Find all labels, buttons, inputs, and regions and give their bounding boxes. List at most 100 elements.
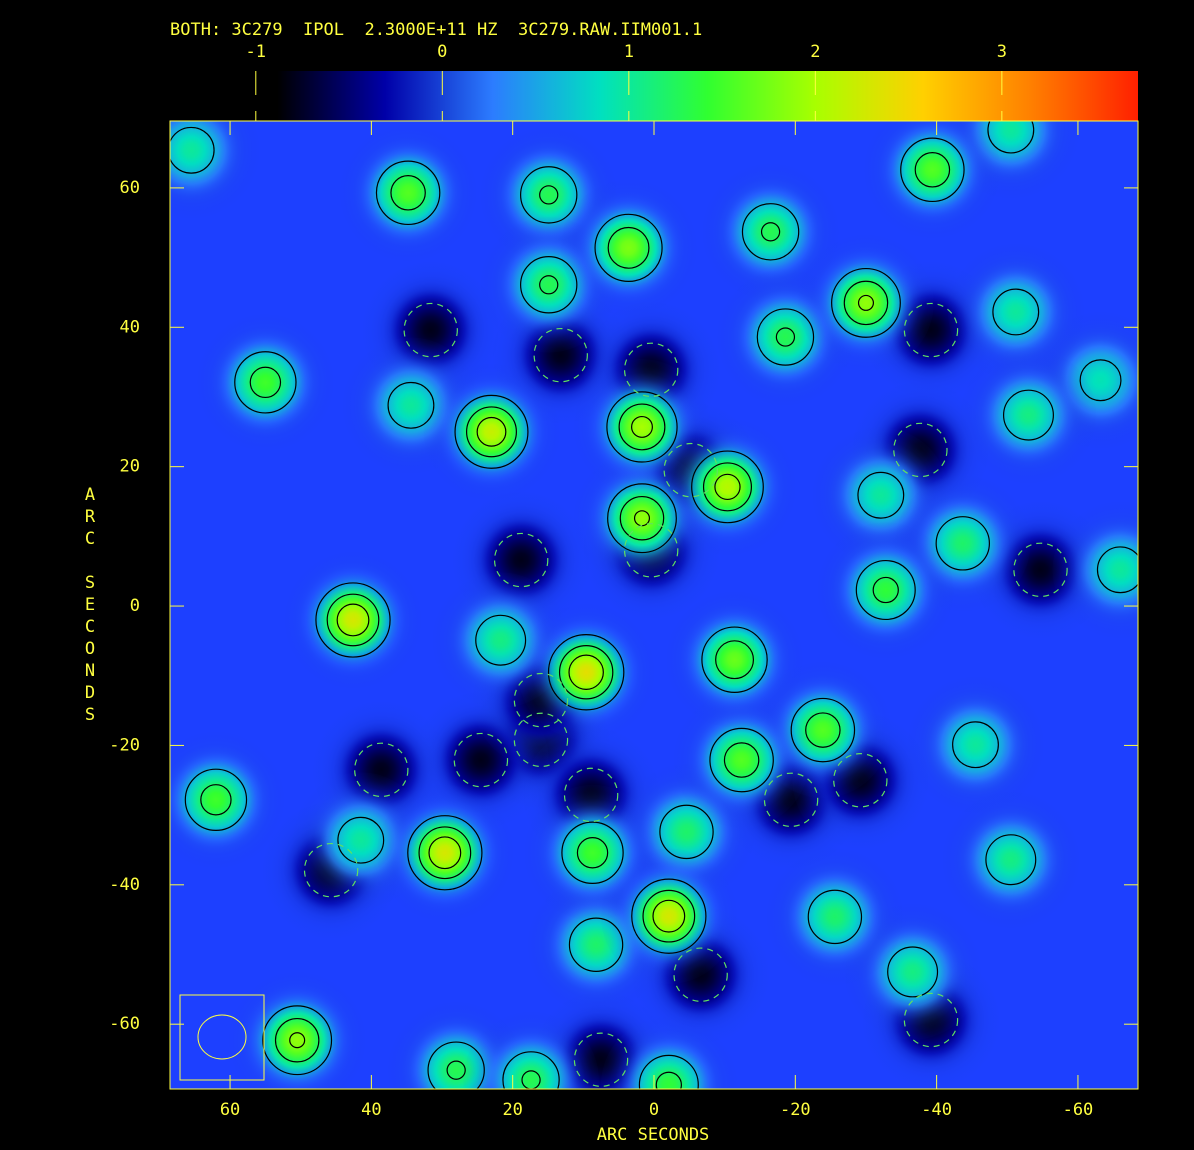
negative-contour	[663, 442, 718, 498]
y-tick-label: 0	[130, 596, 140, 616]
negative-contour	[623, 342, 679, 398]
contour	[631, 415, 653, 438]
contour	[760, 222, 781, 242]
contour	[607, 226, 650, 269]
contour	[831, 267, 901, 338]
contour	[741, 203, 800, 261]
contour	[702, 462, 753, 512]
contour	[775, 327, 796, 347]
chart-title: BOTH: 3C279 IPOL 2.3000E+11 HZ 3C279.RAW…	[170, 20, 702, 40]
source	[463, 1012, 599, 1089]
contour	[709, 727, 774, 793]
y-tick-label: -20	[109, 735, 140, 755]
contour	[336, 603, 370, 637]
source	[702, 163, 839, 300]
x-tick-label: 20	[502, 1100, 522, 1120]
contour	[234, 351, 297, 414]
x-tick-label: 40	[361, 1100, 381, 1120]
image	[170, 121, 1138, 1089]
colorbar-tick-label: 0	[437, 42, 447, 62]
source	[601, 848, 737, 984]
negative-contour	[493, 532, 549, 588]
contour	[655, 1071, 682, 1089]
source	[666, 591, 803, 728]
negative-contour	[573, 1032, 629, 1087]
colorbar-tick-label: 1	[624, 42, 634, 62]
contour	[992, 288, 1040, 336]
contour	[952, 721, 999, 769]
contour	[1096, 546, 1138, 594]
contour	[914, 152, 951, 188]
contour	[576, 837, 609, 869]
contour	[262, 1005, 333, 1076]
negative-contour	[623, 523, 679, 578]
contour	[872, 576, 899, 604]
negative-contour	[533, 327, 588, 383]
contour	[805, 712, 841, 748]
y-tick-label: -60	[109, 1014, 140, 1034]
y-axis-label: ARC SECONDS	[80, 485, 100, 727]
contour	[987, 121, 1035, 154]
contour	[274, 1017, 320, 1063]
contour	[843, 280, 889, 326]
contour	[607, 483, 677, 554]
x-tick-label: -20	[780, 1100, 811, 1120]
contour	[985, 834, 1037, 886]
contour	[606, 391, 678, 463]
source	[170, 121, 260, 219]
negative-contour	[563, 767, 619, 823]
negative-contour	[303, 842, 359, 898]
contour	[289, 1032, 306, 1049]
source	[377, 784, 513, 921]
contour	[568, 917, 624, 972]
contour	[618, 403, 666, 451]
negative-contour	[354, 742, 409, 798]
contour	[659, 804, 714, 860]
x-tick-label: 0	[649, 1100, 659, 1120]
x-tick-label: 60	[220, 1100, 240, 1120]
negative-contour	[403, 302, 458, 358]
negative-contour	[673, 947, 728, 1002]
contour	[520, 256, 578, 314]
source	[1052, 501, 1138, 638]
contour	[387, 381, 435, 429]
contour	[642, 889, 696, 943]
source	[798, 235, 934, 371]
contour	[465, 406, 517, 458]
contour	[539, 275, 559, 295]
contour	[475, 614, 527, 666]
negative-contour	[1013, 542, 1068, 598]
contour	[539, 185, 559, 205]
source	[601, 1017, 737, 1089]
contour	[375, 160, 441, 226]
contour	[855, 559, 916, 621]
contour	[887, 946, 939, 998]
contour	[200, 784, 232, 816]
beam-ellipse	[197, 1014, 247, 1060]
source	[170, 731, 284, 868]
source	[423, 363, 560, 500]
contour	[547, 634, 625, 711]
source	[767, 849, 903, 985]
contour	[446, 1060, 466, 1080]
contour	[619, 495, 665, 541]
negative-contour	[893, 422, 948, 478]
contour	[638, 1054, 699, 1089]
source	[817, 522, 954, 658]
source	[560, 180, 697, 316]
source	[942, 791, 1079, 928]
source	[197, 314, 334, 451]
contour	[594, 213, 663, 282]
x-tick-label: -60	[1063, 1100, 1094, 1120]
beam-box	[179, 994, 265, 1081]
contour	[390, 175, 426, 211]
source	[285, 552, 421, 688]
contour	[315, 582, 391, 658]
source	[960, 347, 1097, 483]
contour	[1079, 359, 1122, 402]
colorbar	[170, 71, 1138, 121]
colorbar-tick-label: -1	[246, 42, 266, 62]
contour	[337, 816, 385, 864]
contour	[502, 1051, 560, 1089]
negative-contour	[513, 712, 569, 768]
